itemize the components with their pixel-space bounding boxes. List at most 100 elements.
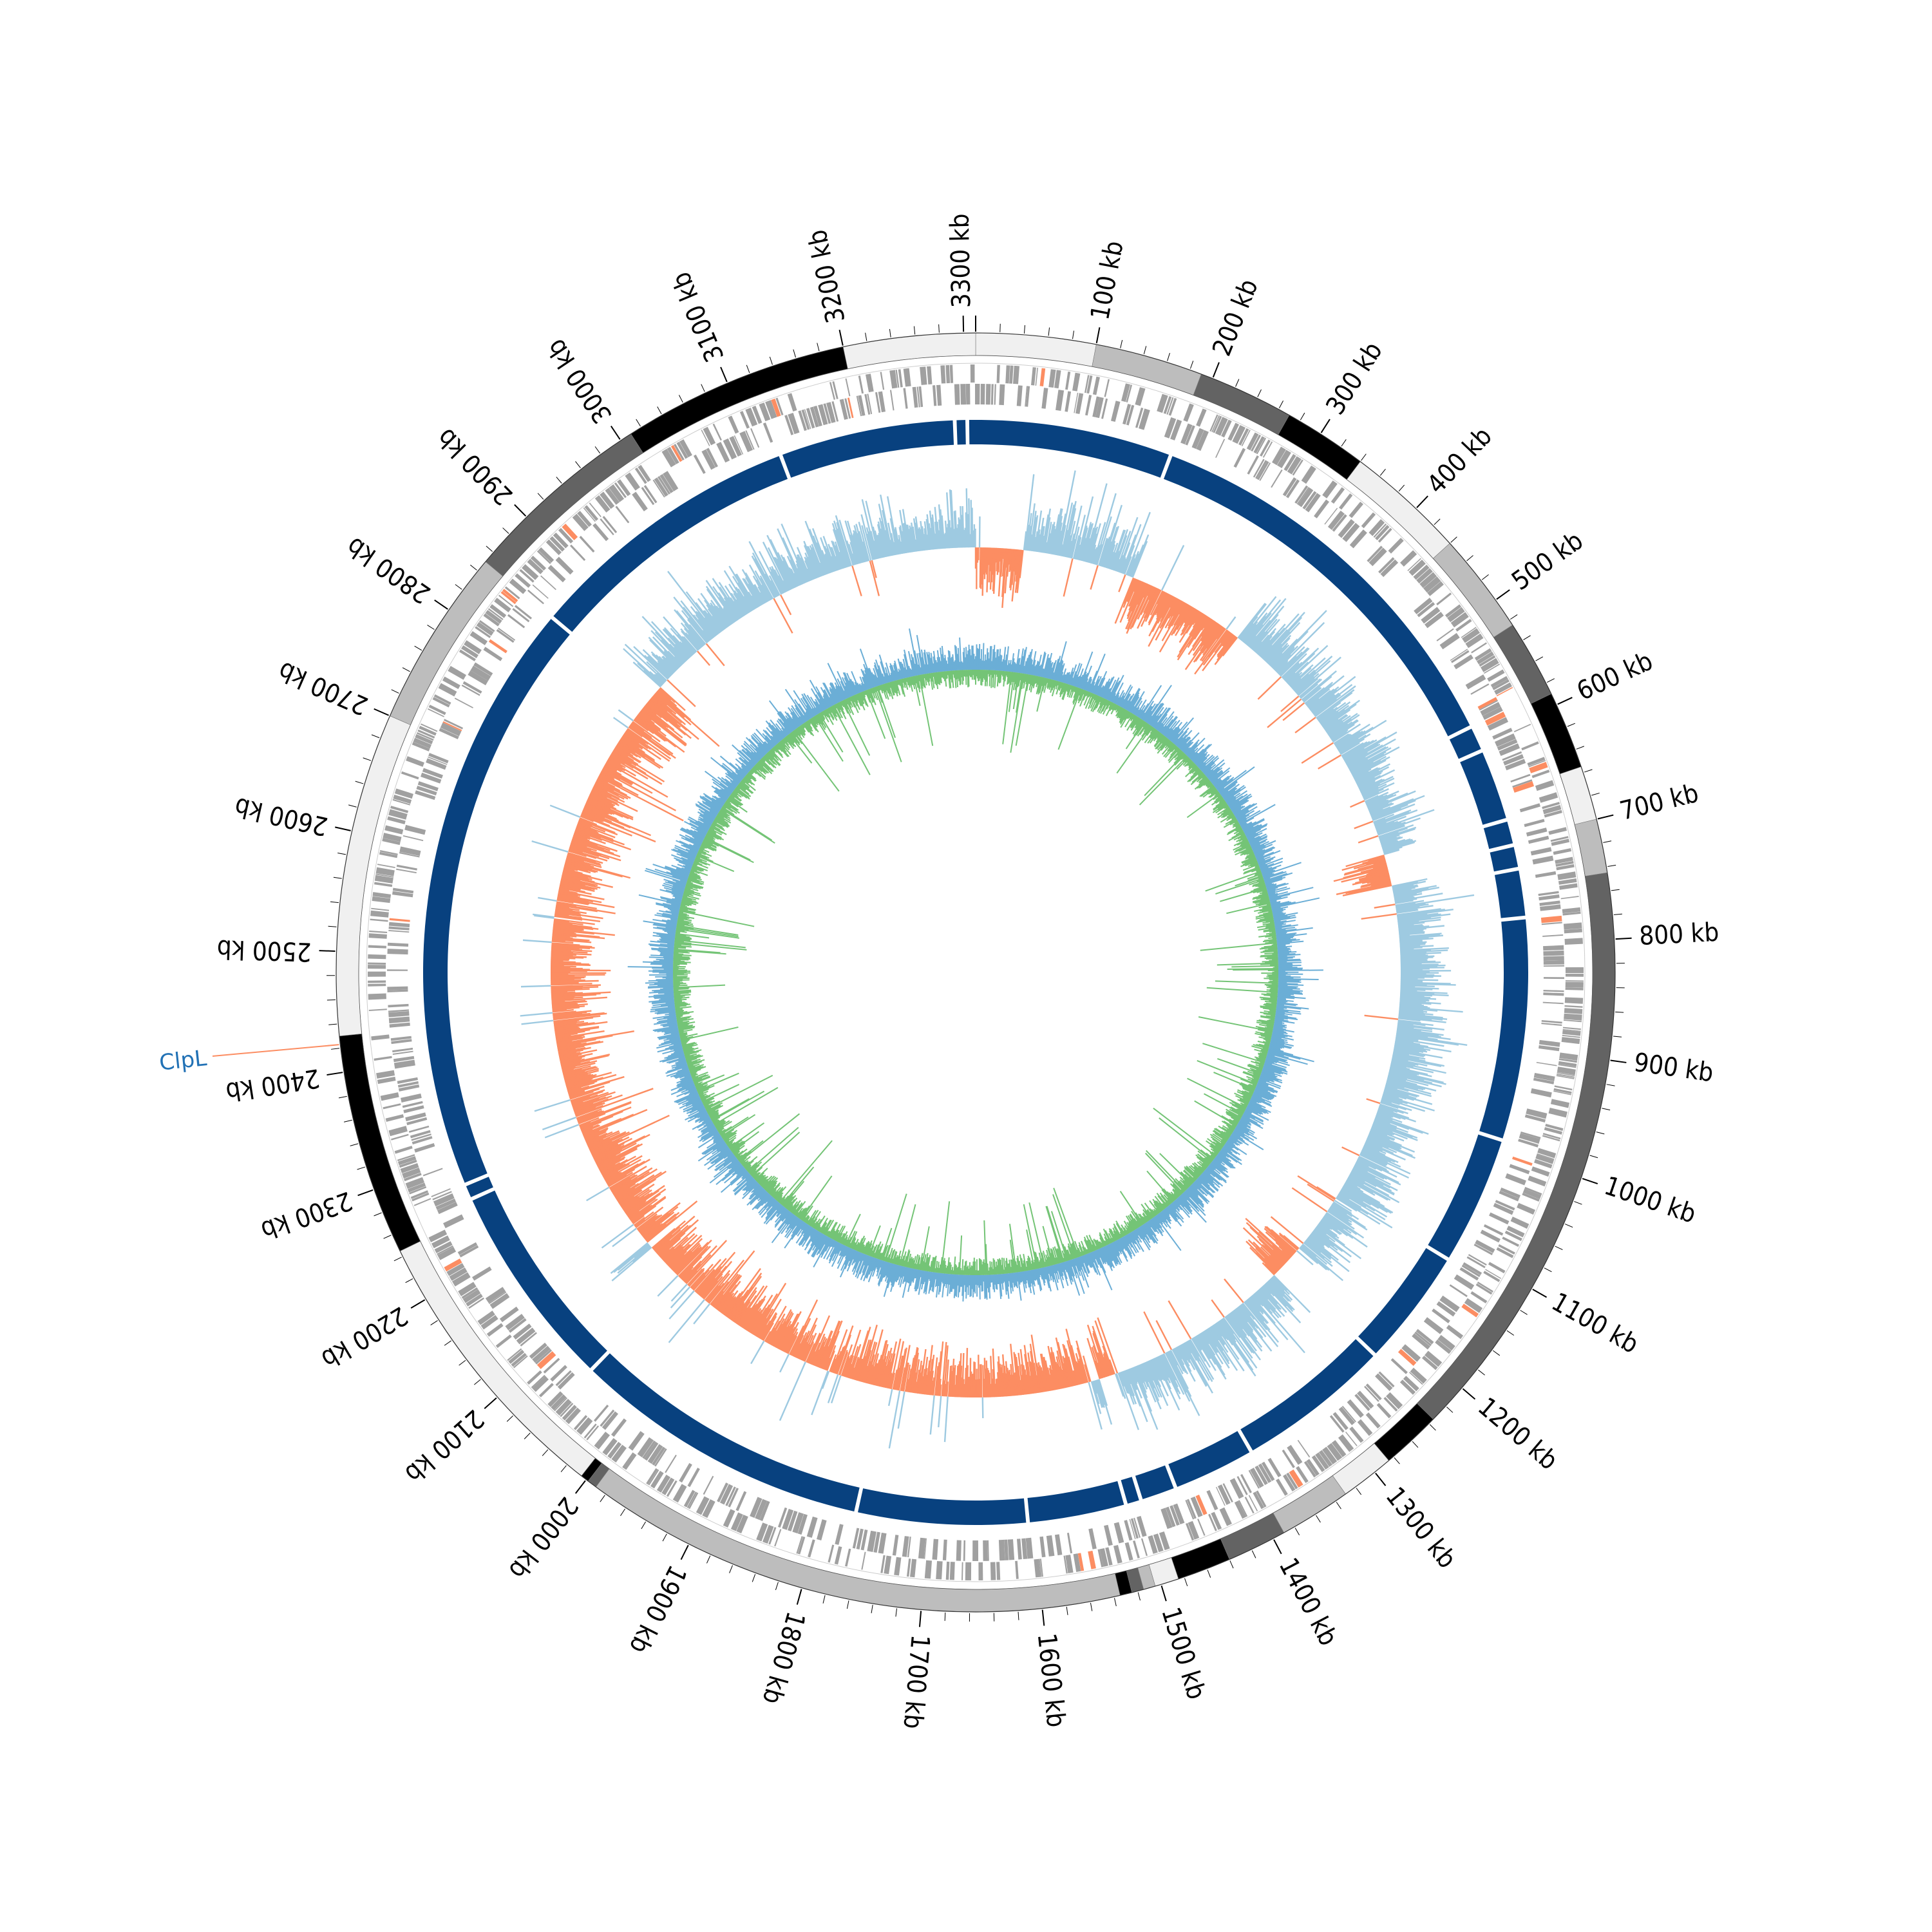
gc-content-outer-bar <box>1092 1251 1100 1265</box>
gc-content-outer-bar <box>1149 1220 1160 1235</box>
gc-content-outer-bar <box>1025 654 1030 674</box>
gc-content-inner-bar <box>793 730 840 792</box>
gc-content-outer-bar <box>1070 677 1074 686</box>
gc-content-outer-bar <box>1108 1244 1119 1265</box>
gc-content-outer-bar <box>839 1249 854 1278</box>
gc-content-outer-bar <box>1251 1095 1271 1106</box>
gc-content-outer-bar <box>1223 1145 1231 1151</box>
gc-content-outer-bar <box>1029 1270 1036 1295</box>
gc-content-outer-bar <box>989 646 992 670</box>
gc-content-outer-bar <box>845 1247 850 1256</box>
gc-content-outer-bar <box>1199 755 1215 770</box>
gc-content-outer-bar <box>863 1256 871 1276</box>
gc-content-outer-bar <box>1161 719 1173 734</box>
gc-content-outer-bar <box>1268 891 1289 898</box>
gc-content-outer-bar <box>1244 1110 1252 1115</box>
gc-content-outer-bar <box>1170 721 1188 742</box>
gc-content-outer-bar <box>1141 1225 1152 1240</box>
gc-content-outer-bar <box>1106 1245 1117 1267</box>
gc-content-outer-bar <box>1215 1157 1226 1166</box>
gc-content-outer-bar <box>1056 1264 1065 1289</box>
gc-content-outer-bar <box>1253 1090 1273 1100</box>
gc-content-outer-bar <box>1090 1252 1101 1276</box>
gc-content-outer-bar <box>1224 1144 1238 1155</box>
gc-content-outer-bar <box>1242 1113 1251 1119</box>
gc-content-outer-bar <box>1181 1193 1188 1201</box>
gc-content-outer-bar <box>1276 933 1287 936</box>
gc-content-outer-bar <box>1101 1247 1113 1271</box>
gc-content-outer-bar <box>1260 867 1269 871</box>
gc-content-inner-bar <box>1267 987 1278 989</box>
gc-content-outer-bar <box>1264 1061 1273 1065</box>
gc-content-outer-bar <box>1278 958 1288 960</box>
gc-content-outer-bar <box>928 1271 931 1280</box>
gc-content-outer-bar <box>1130 1231 1137 1241</box>
gc-content-outer-bar <box>1157 717 1168 731</box>
gc-content-outer-bar <box>1265 1059 1274 1064</box>
gc-content-outer-bar <box>1264 1062 1286 1070</box>
gc-content-outer-bar <box>1213 779 1222 786</box>
gc-content-outer-bar <box>924 1271 927 1282</box>
gc-content-outer-bar <box>987 1274 990 1293</box>
gc-content-outer-bar <box>1278 963 1293 965</box>
gc-content-outer-bar <box>1112 1242 1121 1255</box>
gc-content-outer-bar <box>1003 659 1006 672</box>
gc-content-outer-bar <box>996 649 999 671</box>
gc-content-outer-bar <box>1101 678 1111 697</box>
gc-content-outer-bar <box>1267 1052 1308 1065</box>
gc-content-outer-bar <box>1255 1088 1274 1099</box>
gc-content-outer-bar <box>1198 1177 1216 1193</box>
gc-content-outer-bar <box>1219 780 1238 795</box>
gc-content-outer-bar <box>1050 1265 1055 1280</box>
gc-content-outer-bar <box>1057 665 1064 682</box>
gc-content-outer-bar <box>1206 1168 1221 1180</box>
gc-content-outer-bar <box>1043 658 1050 678</box>
gc-content-outer-bar <box>1230 795 1253 810</box>
gc-content-outer-bar <box>1267 1050 1301 1060</box>
gc-content-outer-bar <box>1152 1217 1164 1233</box>
gc-content-outer-bar <box>1266 882 1289 891</box>
gc-content-outer-bar <box>1227 1138 1238 1146</box>
gc-content-outer-bar <box>1115 690 1124 705</box>
gc-content-inner-bar <box>918 675 934 746</box>
gc-content-outer-bar <box>1208 1166 1227 1182</box>
gc-content-outer-bar <box>1052 658 1059 680</box>
gc-content-outer-bar <box>1270 900 1277 904</box>
gc-content-outer-bar <box>1197 1178 1210 1191</box>
gc-content-outer-bar <box>1263 1065 1288 1075</box>
gc-content-outer-bar <box>1272 908 1283 912</box>
gc-content-outer-bar <box>1230 1134 1238 1141</box>
gc-content-outer-bar <box>1228 793 1248 808</box>
gc-content-outer-bar <box>813 1237 831 1268</box>
gc-content-outer-bar <box>855 1253 866 1278</box>
gc-content-inner-bar <box>1053 1188 1079 1258</box>
gc-content-outer-bar <box>1104 1245 1113 1262</box>
gc-content-outer-bar <box>1075 676 1081 687</box>
gc-content-outer-bar <box>965 647 968 670</box>
gc-content-outer-bar <box>1240 822 1247 827</box>
gc-content-outer-bar <box>1222 1146 1242 1161</box>
gc-content-outer-bar <box>853 1253 863 1275</box>
gc-content-outer-bar <box>1242 1115 1261 1127</box>
gc-content-inner-bar <box>788 734 813 764</box>
gc-content-outer-bar <box>1003 1273 1005 1282</box>
gc-content-outer-bar <box>1050 1265 1059 1291</box>
gc-content-outer-bar <box>831 1240 837 1247</box>
gc-content-outer-bar <box>1202 1171 1220 1188</box>
gc-content-outer-bar <box>1146 715 1153 724</box>
gc-content-outer-bar <box>1233 1130 1264 1151</box>
gc-content-outer-bar <box>1262 869 1276 876</box>
gc-content-outer-bar <box>1059 1263 1064 1276</box>
gc-content-outer-bar <box>859 1255 868 1274</box>
gc-content-outer-bar <box>990 1274 992 1283</box>
gc-content-outer-bar <box>1211 1160 1226 1172</box>
gc-content-outer-bar <box>1209 1163 1217 1170</box>
gc-content-outer-bar <box>1235 809 1249 818</box>
gc-content-outer-bar <box>1201 761 1214 772</box>
gc-content-outer-bar <box>1257 1081 1269 1087</box>
gc-content-outer-bar <box>1271 907 1281 910</box>
gc-content-outer-bar <box>932 1272 936 1293</box>
gc-content-outer-bar <box>797 1222 807 1237</box>
gc-content-outer-bar <box>999 655 1003 671</box>
gc-content-outer-bar <box>1278 978 1319 981</box>
